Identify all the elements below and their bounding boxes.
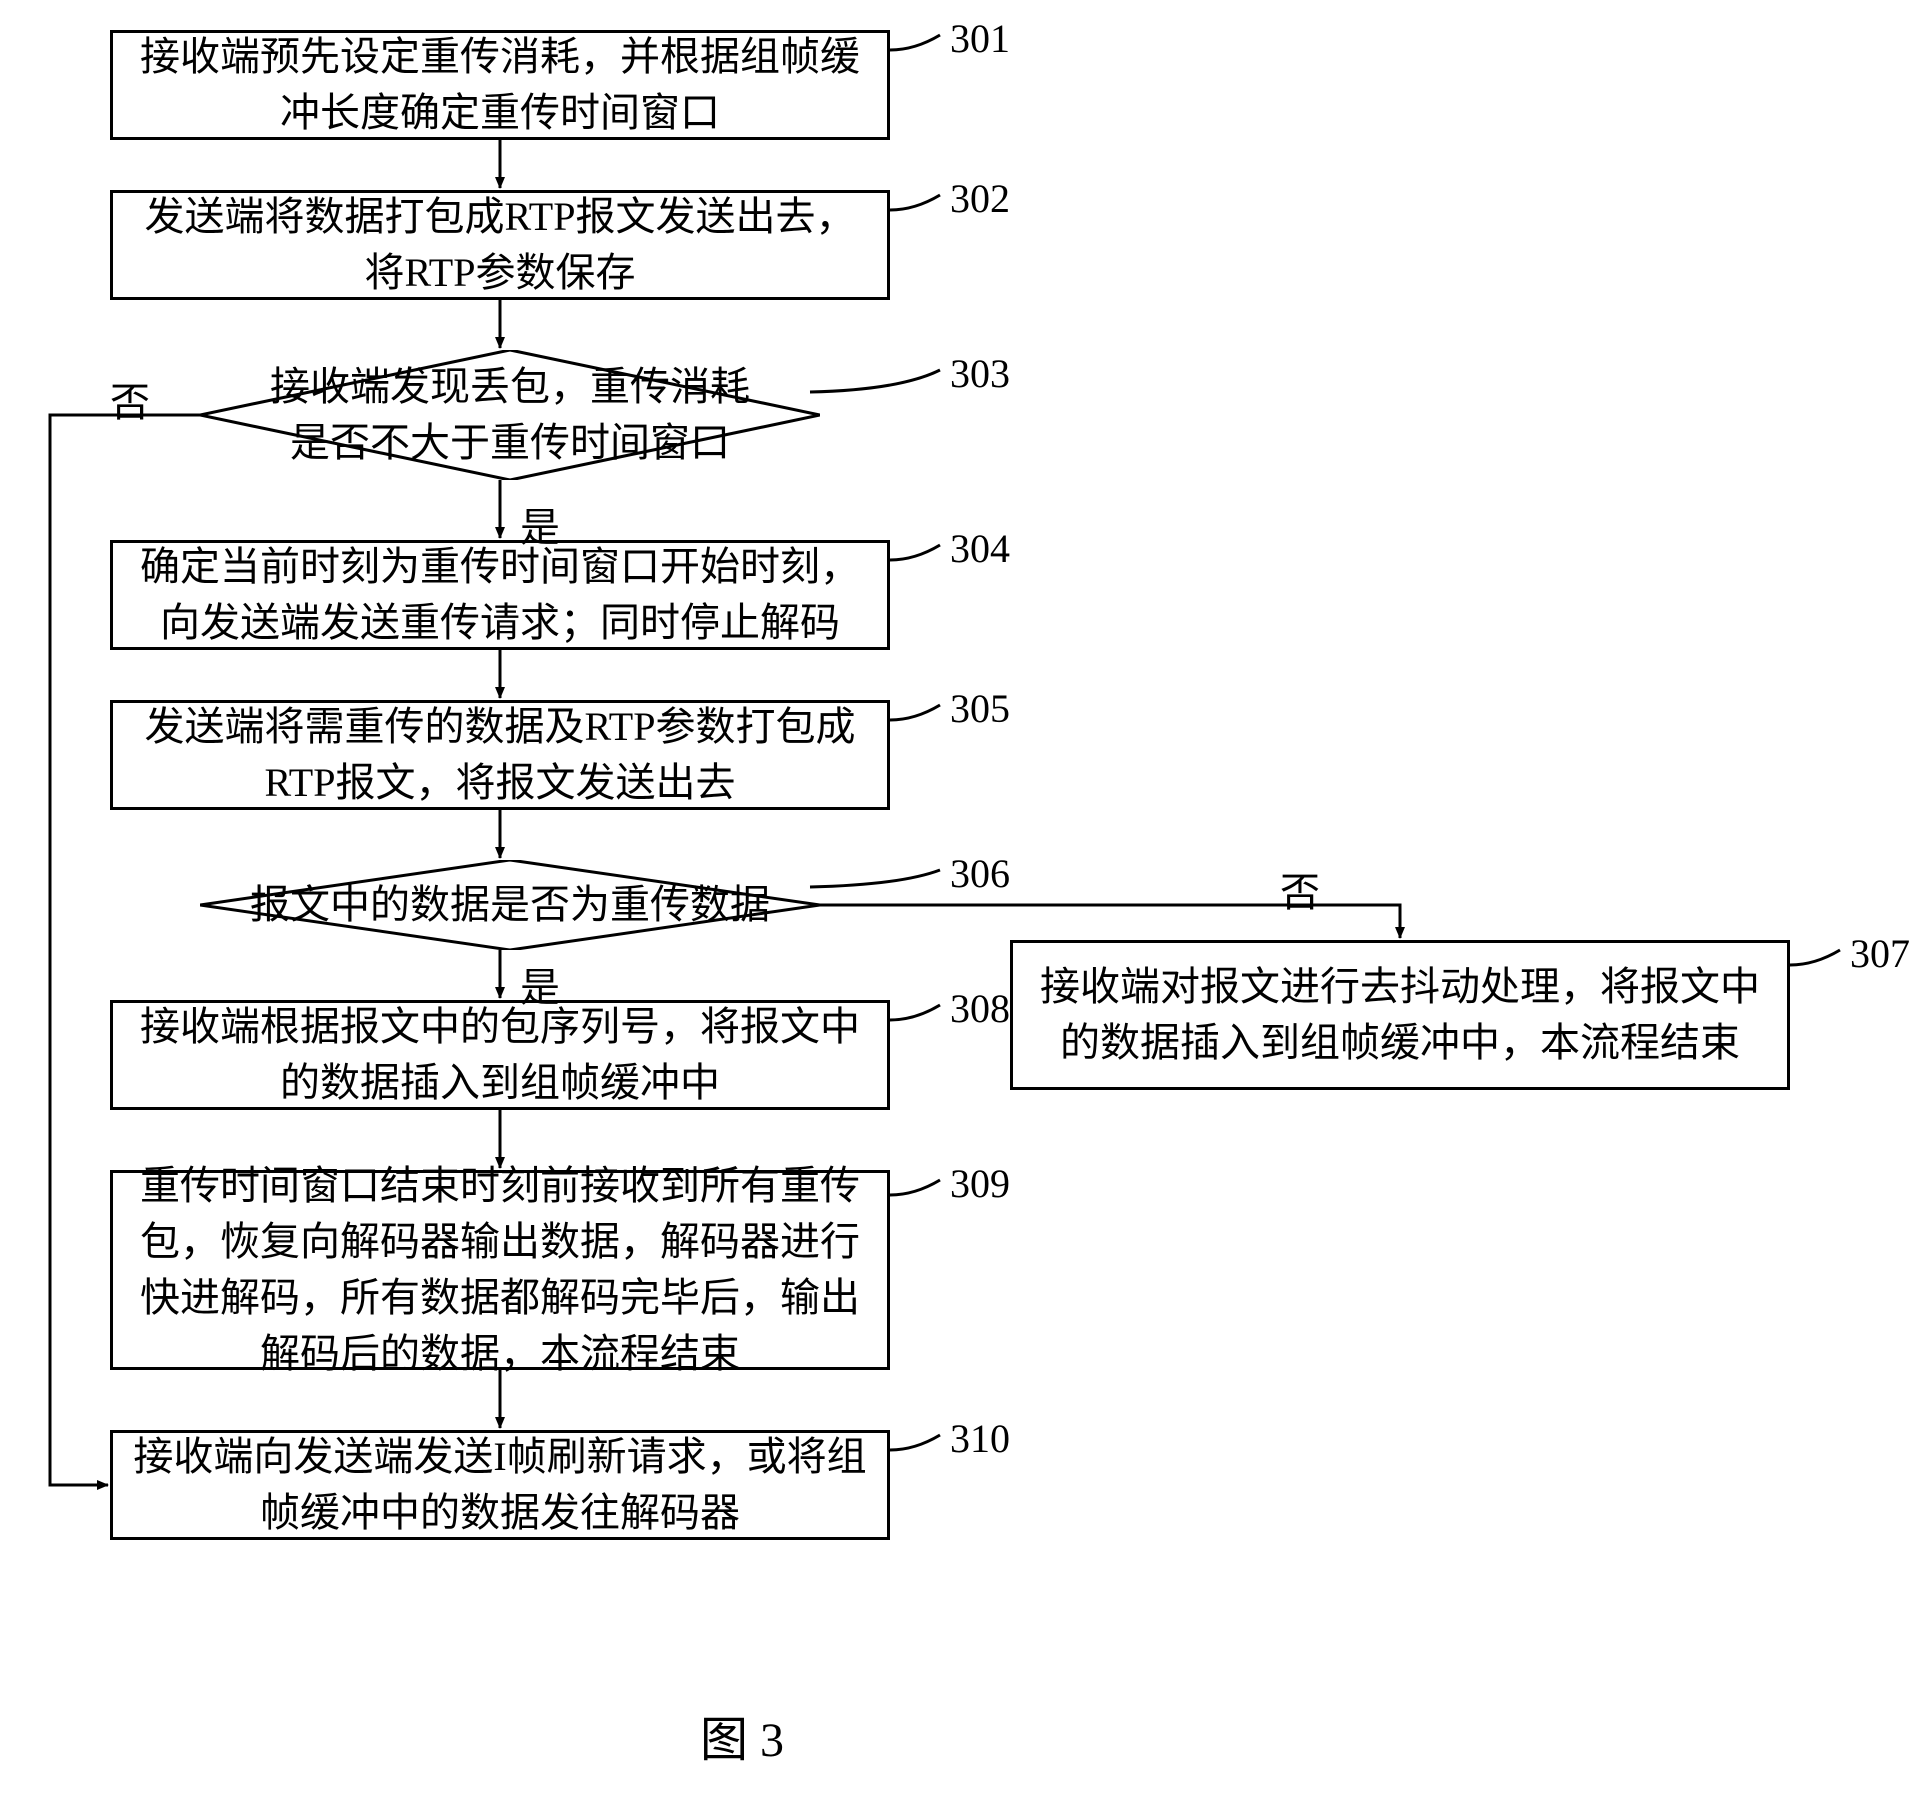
edge-label-303-yes: 是 xyxy=(520,495,560,553)
process-307-text: 接收端对报文进行去抖动处理，将报文中的数据插入到组帧缓冲中，本流程结束 xyxy=(1025,959,1775,1071)
ref-305: 305 xyxy=(950,685,1010,732)
process-310-text: 接收端向发送端发送I帧刷新请求，或将组帧缓冲中的数据发往解码器 xyxy=(125,1429,875,1541)
decision-306-text: 报文中的数据是否为重传数据 xyxy=(250,877,770,933)
figure-caption: 图 3 xyxy=(700,1700,784,1770)
edge-label-306-yes: 是 xyxy=(520,955,560,1013)
process-301: 接收端预先设定重传消耗，并根据组帧缓冲长度确定重传时间窗口 xyxy=(110,30,890,140)
process-304: 确定当前时刻为重传时间窗口开始时刻，向发送端发送重传请求；同时停止解码 xyxy=(110,540,890,650)
process-302: 发送端将数据打包成RTP报文发送出去，将RTP参数保存 xyxy=(110,190,890,300)
process-308-text: 接收端根据报文中的包序列号，将报文中的数据插入到组帧缓冲中 xyxy=(125,999,875,1111)
ref-306: 306 xyxy=(950,850,1010,897)
ref-303: 303 xyxy=(950,350,1010,397)
process-302-text: 发送端将数据打包成RTP报文发送出去，将RTP参数保存 xyxy=(125,189,875,301)
edge-label-306-no: 否 xyxy=(1280,860,1320,918)
process-309-text: 重传时间窗口结束时刻前接收到所有重传包，恢复向解码器输出数据，解码器进行快进解码… xyxy=(125,1158,875,1382)
process-310: 接收端向发送端发送I帧刷新请求，或将组帧缓冲中的数据发往解码器 xyxy=(110,1430,890,1540)
process-304-text: 确定当前时刻为重传时间窗口开始时刻，向发送端发送重传请求；同时停止解码 xyxy=(125,539,875,651)
ref-310: 310 xyxy=(950,1415,1010,1462)
process-305-text: 发送端将需重传的数据及RTP参数打包成RTP报文，将报文发送出去 xyxy=(125,699,875,811)
ref-309: 309 xyxy=(950,1160,1010,1207)
process-305: 发送端将需重传的数据及RTP参数打包成RTP报文，将报文发送出去 xyxy=(110,700,890,810)
decision-303: 接收端发现丢包，重传消耗是否不大于重传时间窗口 xyxy=(200,350,820,480)
process-309: 重传时间窗口结束时刻前接收到所有重传包，恢复向解码器输出数据，解码器进行快进解码… xyxy=(110,1170,890,1370)
ref-308: 308 xyxy=(950,985,1010,1032)
decision-306: 报文中的数据是否为重传数据 xyxy=(200,860,820,950)
ref-301: 301 xyxy=(950,15,1010,62)
process-301-text: 接收端预先设定重传消耗，并根据组帧缓冲长度确定重传时间窗口 xyxy=(125,29,875,141)
ref-307: 307 xyxy=(1850,930,1910,977)
edge-label-303-no: 否 xyxy=(110,370,150,428)
ref-304: 304 xyxy=(950,525,1010,572)
process-308: 接收端根据报文中的包序列号，将报文中的数据插入到组帧缓冲中 xyxy=(110,1000,890,1110)
decision-303-text: 接收端发现丢包，重传消耗是否不大于重传时间窗口 xyxy=(270,359,750,471)
ref-302: 302 xyxy=(950,175,1010,222)
process-307: 接收端对报文进行去抖动处理，将报文中的数据插入到组帧缓冲中，本流程结束 xyxy=(1010,940,1790,1090)
